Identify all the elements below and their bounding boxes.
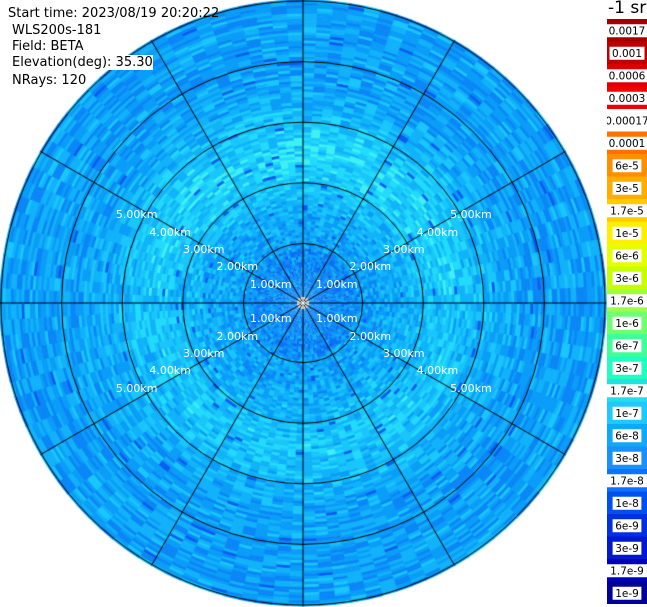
colorbar-label-background <box>612 226 642 240</box>
range-ring-label: 3.00km <box>383 346 425 360</box>
colorbar-label-background <box>612 586 642 600</box>
colorbar-tick-label: 3e-9 <box>615 543 639 555</box>
colorbar-tick-label: 1e-8 <box>615 498 639 510</box>
colorbar-label-background <box>612 496 642 510</box>
colorbar-label-background <box>607 564 647 578</box>
range-ring-label: 1.00km <box>315 312 358 326</box>
colorbar-tick-label: 0.0006 <box>609 70 646 82</box>
nrays-label: NRays: 120 <box>12 73 87 88</box>
colorbar-tick-label: 1.7e-6 <box>610 295 644 307</box>
range-ring-label: 3.00km <box>182 243 225 256</box>
range-ring-label: 5.00km <box>450 381 492 395</box>
colorbar-tick-label: 1e-6 <box>615 318 639 330</box>
colorbar-tick-label: 1.7e-5 <box>610 205 644 217</box>
instrument-label: WLS200s-181 <box>12 23 102 38</box>
colorbar-label-background <box>612 316 642 330</box>
colorbar-tick-label: 3e-6 <box>615 273 639 285</box>
colorbar-label-background <box>612 181 642 195</box>
colorbar-label-background <box>607 474 647 488</box>
colorbar-tick-label: 0.0017 <box>609 25 646 37</box>
colorbar-label-background <box>607 69 647 83</box>
range-ring-label: 1.00km <box>250 312 292 326</box>
range-ring-label: 5.00km <box>450 208 492 222</box>
colorbar-tick-label: 6e-7 <box>615 340 639 352</box>
range-ring-label: 2.00km <box>349 329 392 343</box>
colorbar-tick-label: 6e-5 <box>615 160 639 172</box>
colorbar-tick-label: 3e-8 <box>615 453 639 465</box>
colorbar-unit-label: -1 sr <box>608 0 647 18</box>
colorbar-label-background <box>612 541 642 555</box>
colorbar-label-background <box>612 339 642 353</box>
range-ring-label: 3.00km <box>383 243 425 256</box>
range-ring-label: 5.00km <box>115 208 158 222</box>
colorbar-tick-label: 0.00017 <box>607 115 647 127</box>
colorbar-tick-label: 3e-5 <box>615 183 639 195</box>
ppi-scan-plot <box>0 0 607 607</box>
colorbar-tick-label: 1.7e-8 <box>610 475 644 487</box>
colorbar-label-background <box>609 46 645 60</box>
colorbar-label-background <box>607 24 647 38</box>
colorbar-label-background <box>607 384 647 398</box>
colorbar-label-background <box>612 159 642 173</box>
colorbar-tick-label: 1e-5 <box>615 228 639 240</box>
range-ring-label: 1.00km <box>315 277 358 291</box>
colorbar-tick-label: 6e-8 <box>615 430 639 442</box>
colorbar-tick-label: 1e-7 <box>615 408 639 420</box>
colorbar-label-background <box>607 204 647 218</box>
range-ring-label: 5.00km <box>115 381 158 395</box>
colorbar-tick-label: 0.001 <box>612 48 642 60</box>
colorbar-tick-label: 6e-6 <box>615 250 639 262</box>
colorbar-label-background <box>612 406 642 420</box>
colorbar-tick-label: 0.0001 <box>609 138 646 150</box>
colorbar-label-background <box>607 91 647 105</box>
colorbar-tick-label: 1.7e-7 <box>610 385 644 397</box>
range-ring-label: 4.00km <box>416 225 459 239</box>
colorbar-tick-label: 3e-7 <box>615 363 639 375</box>
colorbar-label-background <box>607 294 647 308</box>
start-time-label: Start time: 2023/08/19 20:20:22 <box>8 6 220 21</box>
colorbar-label-background <box>607 136 647 150</box>
elevation-label: Elevation(deg): 35.30 <box>12 55 153 70</box>
colorbar-label-background <box>612 519 642 533</box>
colorbar-label-background <box>612 361 642 375</box>
colorbar-tick-label: 1.7e-9 <box>610 565 644 577</box>
colorbar: 0.0017 0.001 0.0006 0.0003 0.00017 0.0001 6e-5… <box>607 19 647 604</box>
field-label: Field: BETA <box>12 39 84 54</box>
range-ring-label: 3.00km <box>182 346 225 360</box>
colorbar-label-background <box>612 271 642 285</box>
colorbar-tick-label: 1e-9 <box>615 588 639 600</box>
range-ring-label: 2.00km <box>216 329 259 343</box>
range-ring-label: 2.00km <box>349 260 392 274</box>
range-ring-label: 4.00km <box>149 364 191 378</box>
colorbar-label-background <box>612 249 642 263</box>
colorbar-tick-label: 6e-9 <box>615 520 639 532</box>
colorbar-label-background <box>612 429 642 443</box>
range-ring-label: 4.00km <box>149 225 191 239</box>
colorbar-label-background <box>612 451 642 465</box>
range-ring-label: 4.00km <box>416 364 459 378</box>
colorbar-tick-label: 0.0003 <box>609 93 646 105</box>
colorbar-label-background <box>607 114 647 128</box>
range-ring-label: 1.00km <box>250 277 292 291</box>
range-ring-label: 2.00km <box>216 260 259 274</box>
